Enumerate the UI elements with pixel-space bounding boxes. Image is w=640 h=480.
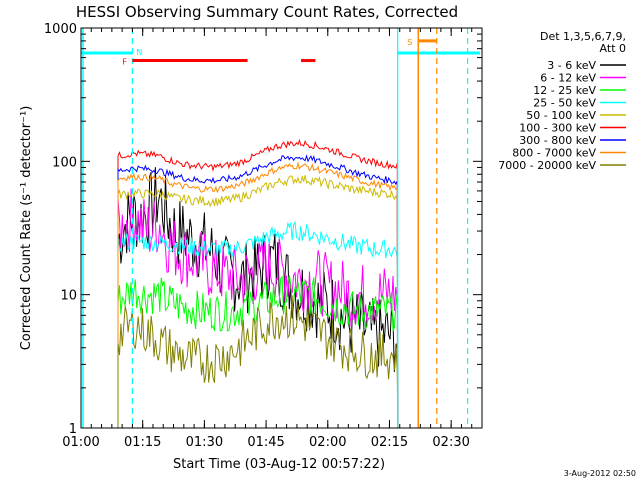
saa-label: S [407, 38, 412, 47]
x-tick-label: 02:15 [371, 435, 408, 450]
data-layer [117, 138, 399, 429]
legend-label: 7000 - 20000 keV [498, 159, 596, 172]
footer-date: 3-Aug-2012 02:50 [564, 469, 636, 478]
legend-label: 50 - 100 keV [526, 109, 596, 122]
legend-label: 800 - 7000 keV [512, 147, 596, 160]
legend-label: 25 - 50 keV [533, 97, 596, 110]
legend-label: 12 - 25 keV [533, 84, 596, 97]
y-axis: 1 10 100 1000 [44, 22, 482, 437]
chart-title: HESSI Observing Summary Count Rates, Cor… [76, 3, 458, 21]
series-line [117, 161, 399, 429]
x-tick-label: 01:30 [186, 435, 223, 450]
y-axis-label: Corrected Count Rate (s⁻¹ detector⁻¹) [19, 106, 34, 351]
x-axis-label: Start Time (03-Aug-12 00:57:22) [173, 457, 385, 472]
series-line [117, 188, 399, 429]
series-line [117, 154, 399, 429]
series-line [117, 175, 399, 429]
x-axis: 01:00 01:15 01:30 01:45 02:00 02:15 02:30 [62, 28, 483, 450]
legend-header: Att 0 [600, 42, 626, 55]
y-tick-label: 100 [52, 155, 77, 170]
x-tick-label: 01:45 [247, 435, 284, 450]
x-tick-label: 02:00 [309, 435, 346, 450]
x-tick-label: 01:15 [124, 435, 161, 450]
legend-label: 300 - 800 keV [519, 134, 596, 147]
x-tick-label: 02:30 [432, 435, 469, 450]
series-line [117, 220, 399, 429]
y-tick-label: 1000 [44, 22, 77, 37]
eclipse-label: N [136, 48, 142, 57]
legend-header: Det 1,3,5,6,7,9, [540, 30, 626, 43]
marker-layer: NF S [81, 28, 480, 428]
legend-label: 3 - 6 keV [547, 59, 596, 72]
legend-label: 100 - 300 keV [519, 122, 596, 135]
y-tick-label: 1 [69, 422, 77, 437]
plot-frame [80, 27, 483, 429]
flare-label: F [122, 58, 127, 67]
legend-label: 6 - 12 keV [540, 72, 596, 85]
y-tick-label: 10 [60, 289, 77, 304]
series-line [117, 138, 399, 429]
series-line [117, 295, 399, 429]
x-tick-label: 01:00 [62, 435, 99, 450]
